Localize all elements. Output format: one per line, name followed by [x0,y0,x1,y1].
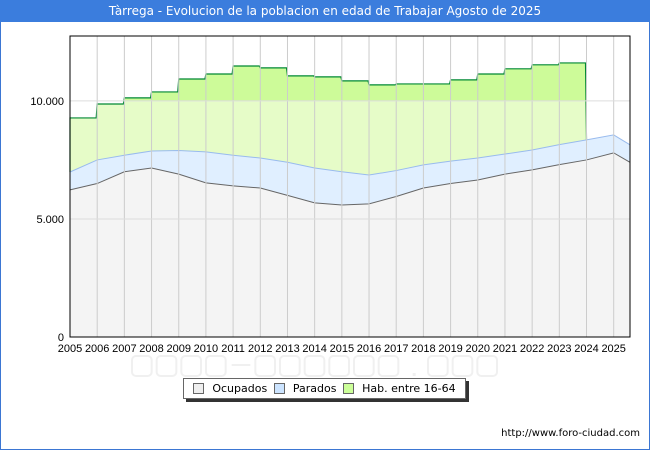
legend-item-parados: Parados [273,382,337,395]
source-url: http://www.foro-ciudad.com [501,428,640,439]
watermark-glyph [427,355,449,377]
x-tick-label: 2005 [58,343,82,355]
x-tick-label: 2012 [248,343,272,355]
x-tick-label: 2016 [357,343,381,355]
x-tick-label: 2015 [330,343,354,355]
legend-swatch [193,383,205,394]
x-tick-label: 2020 [466,343,490,355]
watermark-glyph [412,373,416,376]
watermark-glyph [353,355,375,377]
legend-item-hab: Hab. entre 16-64 [343,382,456,395]
legend-label: Parados [292,382,337,395]
watermark-glyph [451,355,474,377]
watermark-glyph [476,355,499,377]
x-tick-label: 2025 [601,343,625,355]
watermark-glyph [254,355,276,377]
x-tick-label: 2013 [275,343,299,355]
watermark-glyph [279,355,301,377]
watermark-glyph [131,355,153,377]
x-tick-label: 2008 [139,343,163,355]
x-tick-label: 2006 [85,343,109,355]
chart-title: Tàrrega - Evolucion de la poblacion en e… [0,0,650,22]
ocupados-line [69,152,631,206]
x-tick-label: 2007 [112,343,136,355]
legend: Ocupados Parados Hab. entre 16-64 [183,378,466,399]
legend-swatch [273,383,285,394]
x-tick-label: 2018 [411,343,435,355]
x-tick-label: 2010 [194,343,218,355]
x-tick-label: 2017 [384,343,408,355]
legend-label: Hab. entre 16-64 [362,382,456,395]
x-tick-label: 2014 [302,343,326,355]
parados-line [69,134,631,176]
x-tick-label: 2019 [438,343,462,355]
legend-swatch [343,383,355,394]
watermark-glyph [303,355,326,377]
x-tick-label: 2009 [166,343,190,355]
watermark-glyph [377,355,400,377]
watermark-glyph [328,355,351,377]
y-tick-label: 5.000 [36,214,64,226]
legend-item-ocupados: Ocupados [193,382,267,395]
watermark-logo [131,355,499,377]
watermark-glyph [205,355,227,377]
plot-border [69,35,631,338]
y-tick-label: 0 [58,332,64,344]
x-tick-label: 2021 [493,343,517,355]
watermark-glyph [231,364,251,366]
ocupados-area [70,152,630,337]
x-tick-label: 2011 [221,343,245,355]
x-tick-label: 2022 [520,343,544,355]
legend-label: Ocupados [212,382,268,395]
x-tick-label: 2024 [574,343,598,355]
y-tick-label: 10.000 [30,96,64,108]
hab-line [69,62,588,172]
watermark-glyph [155,355,178,377]
watermark-glyph [180,355,202,377]
x-tick-label: 2023 [547,343,571,355]
